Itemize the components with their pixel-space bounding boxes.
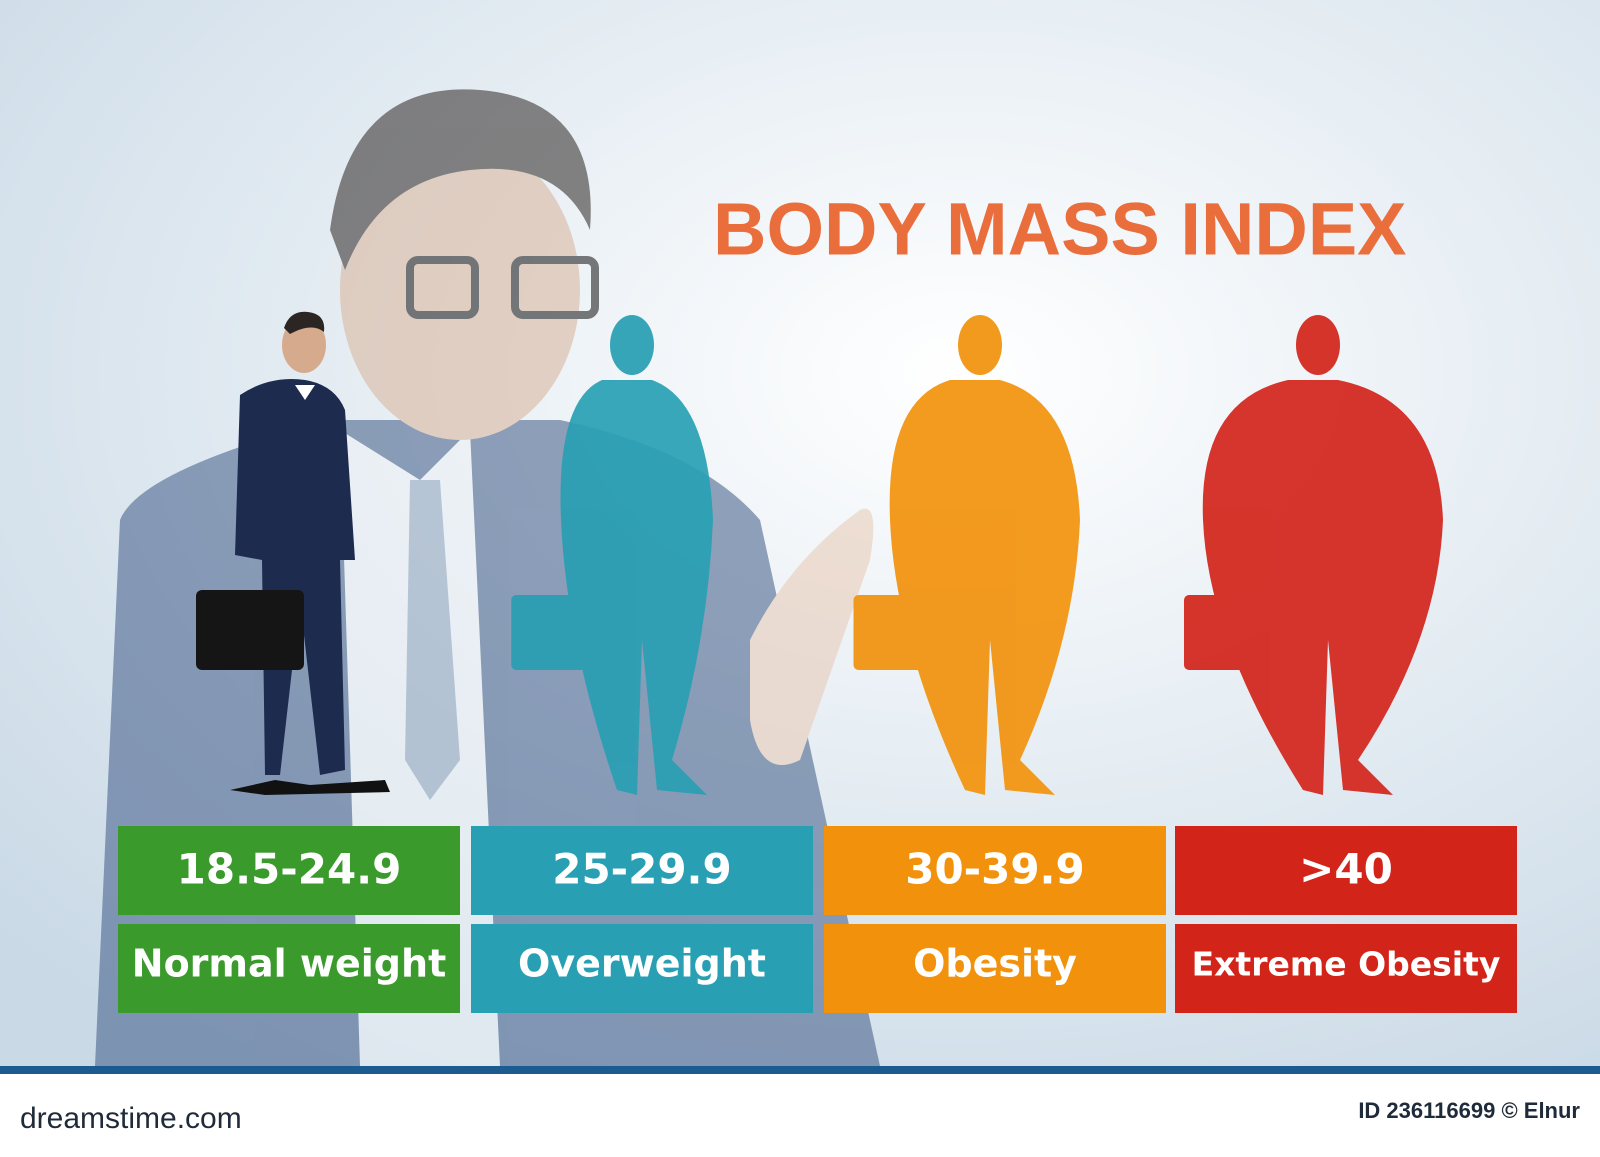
category-label: Extreme Obesity <box>1192 945 1501 984</box>
category-label: Obesity <box>913 942 1077 986</box>
footer <box>0 1074 1600 1157</box>
silhouette-head <box>610 315 654 375</box>
category-label: Normal weight <box>132 942 446 986</box>
bmi-table: 18.5-24.9 Normal weight 25-29.9 Overweight 3… <box>118 826 1517 1013</box>
range-text: 30-39.9 <box>905 845 1085 894</box>
silhouette-head <box>958 315 1002 375</box>
label-cell <box>118 924 460 1013</box>
footer-strip <box>0 1066 1600 1074</box>
range-text: >40 <box>1299 845 1393 894</box>
silhouette-body <box>889 380 1080 795</box>
range-cell <box>1175 826 1517 915</box>
label-cell <box>471 924 813 1013</box>
footer-id: ID 236116699 © Elnur <box>1358 1098 1580 1123</box>
silhouette-body <box>1202 380 1443 795</box>
range-text: 18.5-24.9 <box>177 845 402 894</box>
category-label: Overweight <box>518 942 766 986</box>
silhouette-briefcase <box>1184 595 1259 670</box>
range-text: 25-29.9 <box>552 845 732 894</box>
range-cell <box>824 826 1166 915</box>
label-cell <box>1175 924 1517 1013</box>
title: BODY MASS INDEX <box>713 188 1407 271</box>
silhouette <box>853 315 1080 795</box>
range-cell <box>118 826 460 915</box>
silhouette <box>1184 315 1443 795</box>
silhouette-head <box>1296 315 1340 375</box>
silhouette-body <box>560 380 713 795</box>
range-cell <box>471 826 813 915</box>
silhouette-briefcase <box>853 595 929 670</box>
label-cell <box>824 924 1166 1013</box>
silhouette-briefcase <box>511 595 587 670</box>
footer-site: dreamstime.com <box>20 1102 242 1135</box>
silhouettes <box>511 315 1443 795</box>
small-businessman <box>196 311 390 795</box>
silhouette <box>511 315 713 795</box>
